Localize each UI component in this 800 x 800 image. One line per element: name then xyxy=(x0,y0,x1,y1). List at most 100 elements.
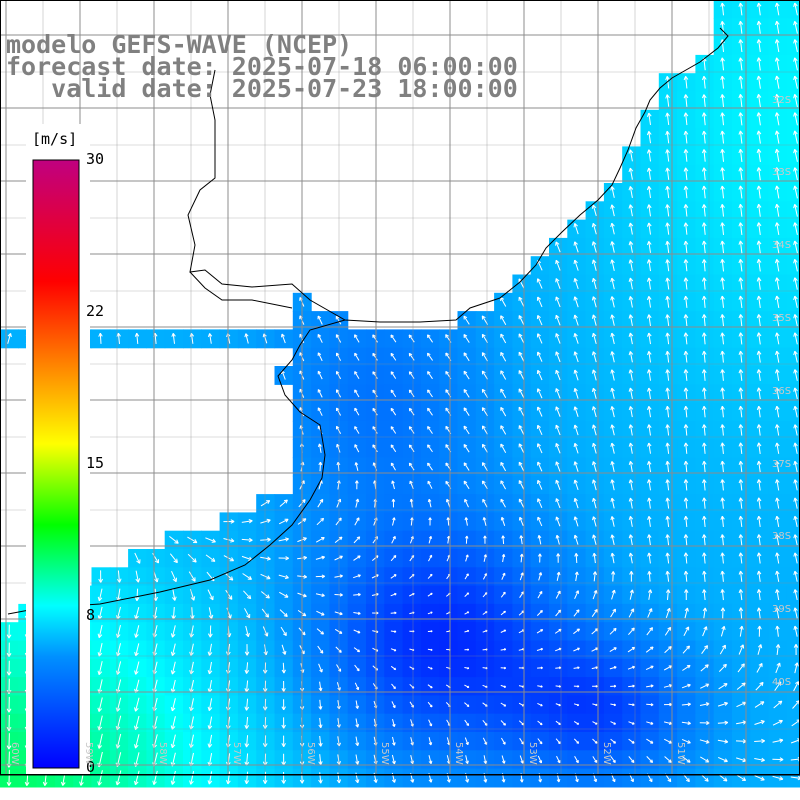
arrow-head xyxy=(738,552,741,557)
wind-arrow xyxy=(646,186,652,199)
arrow-head xyxy=(192,615,195,620)
wind-arrow xyxy=(481,352,488,362)
arrow-head xyxy=(776,130,780,135)
arrow-head xyxy=(721,240,725,245)
wind-arrow xyxy=(427,592,433,597)
arrow-shaft xyxy=(463,315,470,325)
arrow-shaft xyxy=(555,498,561,509)
arrow-head xyxy=(668,646,672,648)
arrow-head xyxy=(373,480,376,484)
wind-arrow xyxy=(555,703,561,707)
arrow-shaft xyxy=(463,370,470,380)
arrow-head xyxy=(540,666,543,669)
arrow-head xyxy=(794,405,798,410)
arrow-head xyxy=(356,536,360,539)
arrow-shaft xyxy=(463,425,470,435)
arrow-head xyxy=(484,592,488,594)
wind-arrow xyxy=(718,663,727,672)
arrow-head xyxy=(574,461,578,465)
arrow-head xyxy=(573,241,576,246)
arrow-head xyxy=(98,578,102,583)
wind-arrow xyxy=(738,39,744,53)
wind-arrow xyxy=(610,204,615,217)
arrow-head xyxy=(537,406,541,410)
arrow-head xyxy=(320,687,323,691)
arrow-head xyxy=(574,241,578,245)
arrow-head xyxy=(354,462,357,466)
arrow-shaft xyxy=(500,407,507,417)
wind-arrow xyxy=(793,570,798,582)
arrow-shaft xyxy=(390,444,397,453)
arrow-head xyxy=(720,259,723,264)
arrow-head xyxy=(591,259,594,264)
arrow-head xyxy=(555,480,557,484)
wind-arrow xyxy=(336,407,342,416)
arrow-head xyxy=(577,666,580,668)
arrow-head xyxy=(339,687,341,691)
arrow-head xyxy=(650,589,653,594)
arrow-head xyxy=(8,708,12,713)
arrow-head xyxy=(211,560,215,562)
wind-arrow xyxy=(555,609,562,617)
wind-arrow xyxy=(628,442,634,454)
wind-arrow xyxy=(500,702,507,707)
arrow-shaft xyxy=(703,534,706,546)
arrow-head xyxy=(267,556,271,560)
wind-arrow xyxy=(628,369,634,381)
wind-arrow xyxy=(354,682,360,691)
arrow-head xyxy=(592,479,597,483)
wind-arrow xyxy=(207,661,213,675)
wind-arrow xyxy=(500,610,506,616)
wind-arrow xyxy=(701,295,707,308)
arrow-shaft xyxy=(481,352,488,362)
field-cell xyxy=(786,475,800,495)
arrow-shaft xyxy=(685,571,688,582)
arrow-shaft xyxy=(776,240,780,254)
arrow-head xyxy=(740,534,744,538)
arrow-head xyxy=(592,332,597,337)
wind-arrow xyxy=(518,498,525,508)
arrow-shaft xyxy=(648,277,651,290)
arrow-shaft xyxy=(574,424,579,436)
wind-arrow xyxy=(647,589,653,600)
wind-arrow xyxy=(738,350,744,363)
arrow-shaft xyxy=(135,697,140,712)
arrow-head xyxy=(756,607,760,612)
arrow-head xyxy=(501,553,505,557)
wind-arrow xyxy=(260,518,271,524)
arrow-head xyxy=(775,534,778,539)
arrow-head xyxy=(740,350,744,355)
arrow-head xyxy=(632,684,635,687)
arrow-shaft xyxy=(758,589,761,601)
wind-arrow xyxy=(97,661,103,676)
wind-arrow xyxy=(738,259,744,272)
wind-arrow xyxy=(372,426,378,434)
wind-arrow xyxy=(645,646,654,653)
wind-arrow xyxy=(334,555,343,561)
arrow-shaft xyxy=(409,536,414,544)
arrow-head xyxy=(721,75,725,80)
wind-arrow xyxy=(573,628,580,635)
arrow-shaft xyxy=(648,534,651,546)
arrow-shaft xyxy=(720,626,725,637)
arrow-head xyxy=(666,534,670,538)
wind-arrow xyxy=(738,497,744,509)
arrow-head xyxy=(171,615,174,620)
arrow-shaft xyxy=(519,572,524,581)
arrow-shaft xyxy=(721,167,724,181)
arrow-head xyxy=(740,607,744,612)
arrow-head xyxy=(520,572,524,575)
arrow-shaft xyxy=(629,186,633,198)
wind-arrow xyxy=(720,259,725,272)
arrow-shaft xyxy=(334,594,343,596)
arrow-head xyxy=(720,167,723,172)
arrow-head xyxy=(556,553,559,557)
wind-arrow xyxy=(573,647,580,652)
arrow-shaft xyxy=(685,534,688,546)
wind-arrow xyxy=(537,553,542,563)
arrow-head xyxy=(774,130,778,135)
arrow-head xyxy=(775,369,778,374)
arrow-head xyxy=(703,167,707,172)
arrow-head xyxy=(667,589,671,594)
arrow-head xyxy=(685,222,689,227)
